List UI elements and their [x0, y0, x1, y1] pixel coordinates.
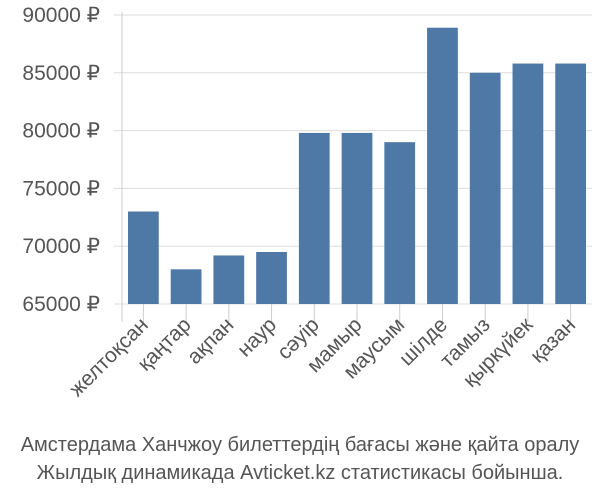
y-tick-label: 70000 ₽ — [22, 235, 100, 258]
y-tick-label: 80000 ₽ — [22, 120, 100, 143]
bar — [256, 251, 287, 304]
bar — [341, 132, 373, 304]
bar — [298, 132, 330, 304]
y-tick-label: 90000 ₽ — [22, 4, 100, 27]
bar — [170, 269, 202, 304]
y-tick-label: 85000 ₽ — [22, 62, 100, 85]
bars — [127, 27, 587, 304]
x-tick-label: қазан — [526, 313, 580, 367]
x-tick-labels: желтоқсанқаңтарақпаннаурсәуірмамырмаусым… — [65, 313, 580, 401]
caption-line-1: Амстердама Ханчжоу билеттердің бағасы жә… — [20, 434, 580, 456]
x-tick-label: ақпан — [183, 313, 239, 369]
bar — [384, 142, 416, 304]
y-tick-label: 65000 ₽ — [22, 293, 100, 316]
bar — [469, 72, 501, 304]
y-tick-labels: 65000 ₽ 70000 ₽ 75000 ₽ 80000 ₽ 85000 ₽ 90000… — [22, 4, 100, 316]
bar-chart: 65000 ₽ 70000 ₽ 75000 ₽ 80000 ₽ 85000 ₽ 90000… — [22, 4, 592, 401]
bar — [555, 63, 587, 304]
y-tick-label: 75000 ₽ — [22, 177, 100, 200]
x-tick-label: наур — [233, 313, 281, 361]
bar — [213, 255, 245, 304]
bar — [127, 211, 159, 304]
axes — [121, 12, 572, 322]
bar — [512, 63, 544, 304]
caption-line-2: Жылдық динамикада Avticket.kz статистика… — [36, 462, 564, 484]
bar — [427, 27, 458, 304]
